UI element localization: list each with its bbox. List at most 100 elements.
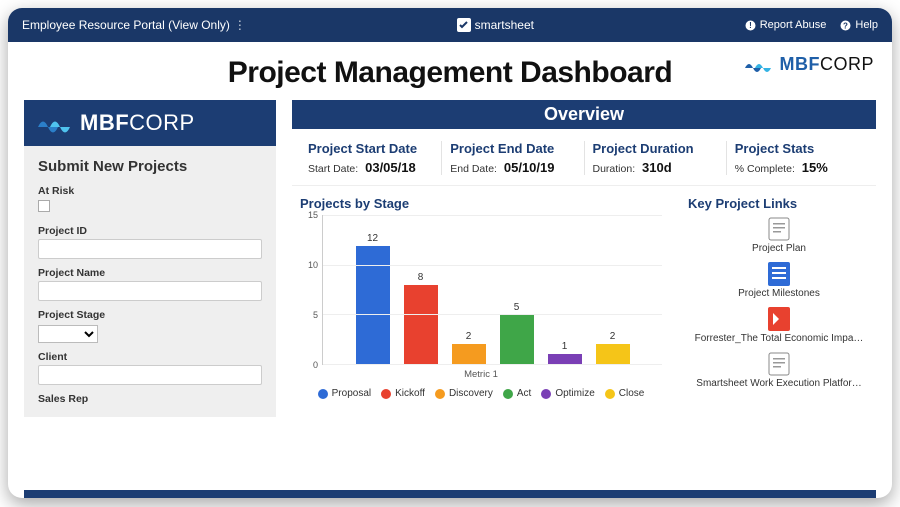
client-input[interactable] xyxy=(38,365,262,385)
bar: 5 xyxy=(497,302,537,364)
link-label: Smartsheet Work Execution Platfor… xyxy=(696,378,861,389)
ytick-label: 10 xyxy=(308,260,318,270)
legend-item: Proposal xyxy=(318,388,371,399)
sidebar: MBFCORP Submit New Projects At Risk Proj… xyxy=(24,100,276,417)
bottom-strip xyxy=(24,490,876,498)
project-stage-label: Project Stage xyxy=(38,309,262,321)
legend-swatch xyxy=(435,389,445,399)
sheet-blue-icon xyxy=(768,262,790,286)
bar-value-label: 8 xyxy=(418,272,424,283)
submit-form: Submit New Projects At Risk Project ID P… xyxy=(24,146,276,417)
bar: 1 xyxy=(545,341,585,364)
dashboard-header: Project Management Dashboard MBFCORP xyxy=(8,42,892,96)
sheet-icon xyxy=(768,217,790,241)
links-title: Key Project Links xyxy=(688,196,870,211)
topbar: Employee Resource Portal (View Only) ⋮ s… xyxy=(8,8,892,42)
bar-value-label: 12 xyxy=(367,233,378,244)
portal-title: Employee Resource Portal (View Only) xyxy=(22,18,230,32)
stat-block: Project End Date End Date: 05/10/19 xyxy=(441,141,583,175)
stat-row: End Date: 05/10/19 xyxy=(450,160,575,175)
pdf-icon xyxy=(768,307,790,331)
help-link[interactable]: ? Help xyxy=(840,19,878,31)
stat-heading: Project Duration xyxy=(593,141,718,156)
stat-value: 05/10/19 xyxy=(504,160,555,175)
bar: 2 xyxy=(593,331,633,364)
stat-value: 310d xyxy=(642,160,672,175)
stats-row: Project Start DateStart Date: 03/05/18Pr… xyxy=(292,135,876,186)
form-title: Submit New Projects xyxy=(38,158,262,175)
overview-title: Overview xyxy=(292,100,876,129)
legend-swatch xyxy=(541,389,551,399)
at-risk-checkbox[interactable] xyxy=(38,200,50,212)
bar-value-label: 2 xyxy=(466,331,472,342)
bar-value-label: 5 xyxy=(514,302,520,313)
smartsheet-logo-icon xyxy=(457,18,471,32)
legend-item: Optimize xyxy=(541,388,594,399)
project-link[interactable]: Forrester_The Total Economic Impa… xyxy=(688,307,870,344)
legend-label: Proposal xyxy=(332,388,371,399)
ytick-label: 0 xyxy=(313,360,318,370)
legend-label: Close xyxy=(619,388,645,399)
project-link[interactable]: Smartsheet Work Execution Platfor… xyxy=(688,352,870,389)
wave-icon xyxy=(38,112,72,134)
svg-text:?: ? xyxy=(843,21,848,30)
legend-swatch xyxy=(318,389,328,399)
project-stage-select[interactable] xyxy=(38,325,98,343)
legend-item: Kickoff xyxy=(381,388,425,399)
more-icon[interactable]: ⋮ xyxy=(234,18,246,32)
chart-panel: Projects by Stage 051015 1282512 Metric … xyxy=(292,192,670,399)
stat-value: 03/05/18 xyxy=(365,160,416,175)
legend-swatch xyxy=(605,389,615,399)
link-label: Project Plan xyxy=(752,243,806,254)
stat-value: 15% xyxy=(802,160,828,175)
stat-heading: Project End Date xyxy=(450,141,575,156)
chart-yaxis: 051015 xyxy=(300,215,322,365)
alert-icon: ! xyxy=(745,20,756,31)
legend-label: Discovery xyxy=(449,388,493,399)
bar: 8 xyxy=(401,272,441,364)
project-name-label: Project Name xyxy=(38,267,262,279)
brand-label: smartsheet xyxy=(475,18,534,32)
legend-label: Act xyxy=(517,388,531,399)
stat-heading: Project Stats xyxy=(735,141,860,156)
project-id-input[interactable] xyxy=(38,239,262,259)
stat-row: % Complete: 15% xyxy=(735,160,860,175)
bar-value-label: 2 xyxy=(610,331,616,342)
bar: 2 xyxy=(449,331,489,364)
legend-item: Close xyxy=(605,388,645,399)
page-title: Project Management Dashboard xyxy=(228,56,672,90)
help-icon: ? xyxy=(840,20,851,31)
link-label: Forrester_The Total Economic Impa… xyxy=(695,333,864,344)
project-name-input[interactable] xyxy=(38,281,262,301)
brand: smartsheet xyxy=(246,18,745,32)
ytick-label: 15 xyxy=(308,210,318,220)
stat-heading: Project Start Date xyxy=(308,141,433,156)
svg-text:!: ! xyxy=(749,21,752,30)
company-logo-top: MBFCORP xyxy=(745,54,874,75)
sidebar-logo: MBFCORP xyxy=(24,100,276,146)
report-abuse-link[interactable]: ! Report Abuse xyxy=(745,19,827,31)
legend-swatch xyxy=(503,389,513,399)
stat-row: Duration: 310d xyxy=(593,160,718,175)
chart-plot: 1282512 xyxy=(322,215,662,365)
project-link[interactable]: Project Milestones xyxy=(688,262,870,299)
sales-rep-label: Sales Rep xyxy=(38,393,262,405)
link-label: Project Milestones xyxy=(738,288,820,299)
stat-block: Project Stats % Complete: 15% xyxy=(726,141,868,175)
client-label: Client xyxy=(38,351,262,363)
wave-icon xyxy=(745,56,773,74)
project-link[interactable]: Project Plan xyxy=(688,217,870,254)
chart-xlabel: Metric 1 xyxy=(300,369,662,380)
ytick-label: 5 xyxy=(313,310,318,320)
main-panel: Overview Project Start DateStart Date: 0… xyxy=(292,100,876,417)
chart-legend: Proposal Kickoff Discovery Act Optimize Close xyxy=(300,388,662,399)
bar: 12 xyxy=(353,233,393,364)
sheet-icon xyxy=(768,352,790,376)
at-risk-label: At Risk xyxy=(38,185,262,197)
legend-item: Act xyxy=(503,388,531,399)
links-panel: Key Project Links Project Plan Project Mi… xyxy=(682,192,876,399)
legend-swatch xyxy=(381,389,391,399)
project-id-label: Project ID xyxy=(38,225,262,237)
stat-block: Project Start DateStart Date: 03/05/18 xyxy=(300,141,441,175)
legend-label: Kickoff xyxy=(395,388,425,399)
